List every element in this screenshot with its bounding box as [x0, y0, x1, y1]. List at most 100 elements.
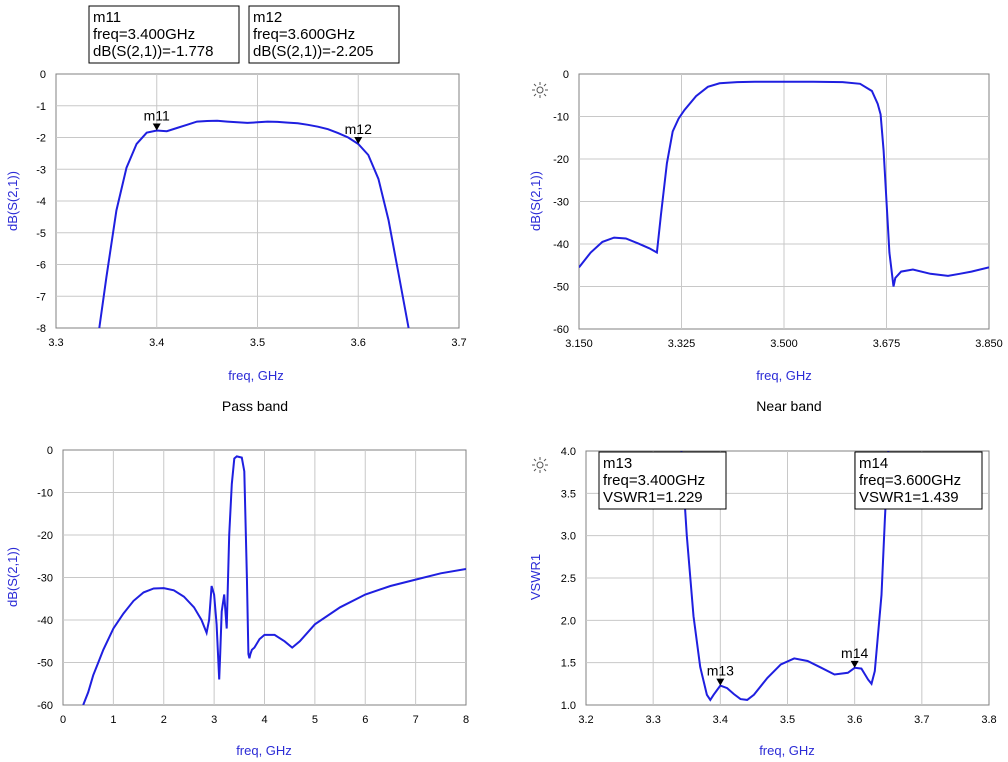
- x-tick-label: 4: [261, 714, 267, 726]
- plot-top-right: 3.150 3.325 3.500 3.675 3.850 0 -10 -20 -30 -40 -5…: [528, 69, 1003, 383]
- y-tick-label: -3: [36, 164, 46, 176]
- sun-icon[interactable]: [532, 82, 548, 98]
- series-line-top-left: [98, 119, 410, 328]
- y-tick-label: -40: [37, 615, 53, 627]
- marker-readout-line: dB(S(2,1))=-1.778: [93, 43, 213, 60]
- x-axis-label-bottom-left: freq, GHz: [236, 743, 292, 758]
- x-tick-label: 3: [211, 714, 217, 726]
- y-tick-label: -7: [36, 291, 46, 303]
- marker-readout-line: m13: [603, 455, 632, 472]
- marker-readout-line: VSWR1=1.439: [859, 489, 959, 506]
- y-tick-label: -5: [36, 228, 46, 240]
- y-tick-label: -2: [36, 133, 46, 145]
- plot-title-near-band: Near band: [756, 398, 821, 414]
- plot-title-pass-band: Pass band: [222, 398, 288, 414]
- marker-readout-box: [88, 5, 240, 64]
- sun-icon[interactable]: [532, 457, 548, 473]
- marker-readout-line: VSWR1=1.229: [603, 489, 703, 506]
- marker-triangle-m12[interactable]: [354, 137, 363, 145]
- x-tick-label: 8: [463, 714, 469, 726]
- plot-top-left: 3.3 3.4 3.5 3.6 3.7 0 -1 -2 -3 -4 -5 -6 -7 -8 freq, G…: [5, 5, 467, 383]
- x-tick-label: 3.3: [646, 714, 661, 726]
- x-tick-label: 3.4: [149, 337, 164, 349]
- x-axis-label-top-right: freq, GHz: [756, 368, 812, 383]
- x-tick-label: 2: [161, 714, 167, 726]
- marker-label-m11: m11: [144, 107, 170, 123]
- markers-bottom-right: m13m13freq=3.400GHzVSWR1=1.229m14m14freq…: [598, 451, 983, 686]
- marker-triangle-m13[interactable]: [716, 678, 725, 686]
- plot-bottom-right: Near band 3.2 3.3 3.4 3.5 3.6 3.7 3.8 4.0 3.5 3.0…: [528, 398, 997, 758]
- series-line-bottom-right: [680, 451, 890, 702]
- tick-labels-bottom-left: 0 1 2 3 4 5 6 7 8 0 -10 -20 -30 -40 -50 -60: [37, 445, 469, 726]
- y-tick-label: 1.5: [561, 658, 576, 670]
- x-tick-label: 3.4: [713, 714, 728, 726]
- x-tick-label: 3.5: [780, 714, 795, 726]
- tick-labels-top-right: 3.150 3.325 3.500 3.675 3.850 0 -10 -20 -30 -40 -5…: [553, 69, 1003, 350]
- y-tick-label: 2.5: [561, 573, 576, 585]
- x-tick-label: 5: [312, 714, 318, 726]
- grid-top-left: [56, 74, 459, 328]
- series-line-bottom-left: [82, 455, 466, 705]
- marker-triangle-m14[interactable]: [850, 660, 859, 668]
- y-tick-label: 2.0: [561, 615, 576, 627]
- y-tick-label: 0: [47, 445, 53, 457]
- y-tick-label: -4: [36, 196, 46, 208]
- y-tick-label: -10: [37, 488, 53, 500]
- x-tick-label: 3.2: [578, 714, 593, 726]
- y-tick-label: 0: [40, 69, 46, 81]
- x-tick-label: 3.150: [565, 338, 593, 350]
- marker-readout-box: [248, 5, 400, 64]
- marker-readout-box: [598, 451, 727, 510]
- y-axis-label-top-right: dB(S(2,1)): [528, 171, 543, 231]
- y-tick-label: -10: [553, 112, 569, 124]
- marker-label-m13: m13: [707, 663, 734, 679]
- y-tick-label: -30: [553, 197, 569, 209]
- x-tick-label: 1: [110, 714, 116, 726]
- y-axis-label-bottom-right: VSWR1: [528, 554, 543, 600]
- marker-readout-box: [854, 451, 983, 510]
- y-axis-label-bottom-left: dB(S(2,1)): [5, 547, 20, 607]
- y-tick-label: 3.0: [561, 531, 576, 543]
- tick-labels-bottom-right: 3.2 3.3 3.4 3.5 3.6 3.7 3.8 4.0 3.5 3.0 2.5 2.0 1.5 1…: [561, 446, 997, 726]
- y-tick-label: 4.0: [561, 446, 576, 458]
- x-tick-label: 3.500: [770, 338, 798, 350]
- x-tick-label: 7: [413, 714, 419, 726]
- y-tick-label: -20: [553, 154, 569, 166]
- x-tick-label: 6: [362, 714, 368, 726]
- x-tick-label: 3.325: [668, 338, 696, 350]
- x-axis-label-top-left: freq, GHz: [228, 368, 284, 383]
- plot-bottom-left: Pass band 0 1 2 3 4 5 6 7 8 0 -10 -20 -30 -40 -50 -60 f…: [5, 398, 469, 758]
- marker-triangle-m11[interactable]: [152, 123, 161, 131]
- marker-readout-line: freq=3.600GHz: [859, 472, 961, 489]
- marker-label-m14: m14: [841, 645, 868, 661]
- y-tick-label: 0: [563, 69, 569, 81]
- grid-bottom-left: [63, 450, 466, 705]
- x-axis-label-bottom-right: freq, GHz: [759, 743, 815, 758]
- y-tick-label: -40: [553, 239, 569, 251]
- x-tick-label: 3.6: [847, 714, 862, 726]
- y-tick-label: -50: [37, 658, 53, 670]
- grid-top-right: [579, 74, 989, 329]
- y-tick-label: -8: [36, 323, 46, 335]
- x-tick-label: 3.3: [48, 337, 63, 349]
- y-tick-label: 3.5: [561, 488, 576, 500]
- tick-labels-top-left: 3.3 3.4 3.5 3.6 3.7 0 -1 -2 -3 -4 -5 -6 -7 -8: [36, 69, 466, 349]
- x-tick-label: 3.7: [451, 337, 466, 349]
- x-tick-label: 3.7: [914, 714, 929, 726]
- y-tick-label: -6: [36, 260, 46, 272]
- marker-readout-line: freq=3.400GHz: [93, 26, 195, 43]
- marker-readout-line: freq=3.400GHz: [603, 472, 705, 489]
- y-tick-label: -20: [37, 530, 53, 542]
- marker-label-m12: m12: [345, 121, 372, 137]
- y-tick-label: -50: [553, 282, 569, 294]
- marker-readout-line: m12: [253, 9, 282, 26]
- markers-top-left: m11m11freq=3.400GHzdB(S(2,1))=-1.778m12m…: [88, 5, 400, 145]
- y-tick-label: -60: [553, 324, 569, 336]
- y-tick-label: -60: [37, 700, 53, 712]
- x-tick-label: 3.8: [981, 714, 996, 726]
